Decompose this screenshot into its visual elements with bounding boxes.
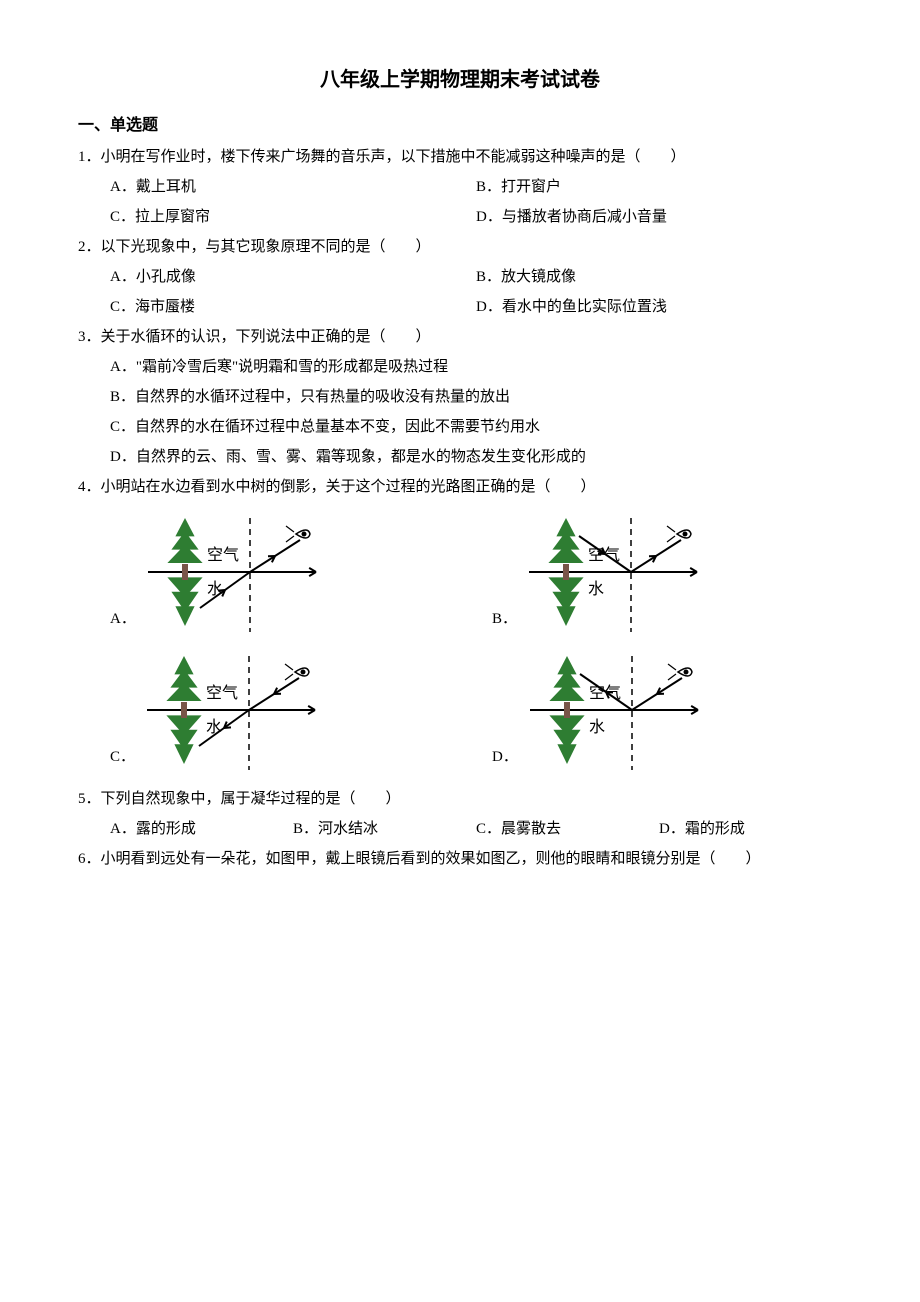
q2-stem: 2．以下光现象中，与其它现象原理不同的是（ ） <box>78 232 842 262</box>
q4-label-b: B． <box>492 604 517 634</box>
svg-text:水: 水 <box>207 580 223 598</box>
q3-opt-a: A．"霜前冷雪后寒"说明霜和雪的形成都是吸热过程 <box>78 352 842 382</box>
q2-opt-b: B．放大镜成像 <box>476 262 842 292</box>
q5-opt-c: C．晨雾散去 <box>476 814 659 844</box>
q5-opt-a: A．露的形成 <box>110 814 293 844</box>
q2-opt-d: D．看水中的鱼比实际位置浅 <box>476 292 842 322</box>
q4-diagram-d: 空气水 <box>522 648 702 778</box>
q6-stem: 6．小明看到远处有一朵花，如图甲，戴上眼镜后看到的效果如图乙，则他的眼睛和眼镜分… <box>78 844 842 874</box>
q1-stem: 1．小明在写作业时，楼下传来广场舞的音乐声，以下措施中不能减弱这种噪声的是（ ） <box>78 142 842 172</box>
svg-text:空气: 空气 <box>207 546 239 564</box>
svg-text:水: 水 <box>206 718 222 736</box>
q3-opt-c: C．自然界的水在循环过程中总量基本不变，因此不需要节约用水 <box>78 412 842 442</box>
q4-diagram-a: 空气水 <box>140 510 320 640</box>
q2-opt-a: A．小孔成像 <box>110 262 476 292</box>
q3-stem: 3．关于水循环的认识，下列说法中正确的是（ ） <box>78 322 842 352</box>
svg-text:水: 水 <box>588 580 604 598</box>
q1-opt-b: B．打开窗户 <box>476 172 842 202</box>
q1-opt-d: D．与播放者协商后减小音量 <box>476 202 842 232</box>
q4-label-c: C． <box>110 742 135 772</box>
q2-opt-c: C．海市蜃楼 <box>110 292 476 322</box>
q5-opt-d: D．霜的形成 <box>659 814 842 844</box>
q5-stem: 5．下列自然现象中，属于凝华过程的是（ ） <box>78 784 842 814</box>
q4-stem: 4．小明站在水边看到水中树的倒影，关于这个过程的光路图正确的是（ ） <box>78 472 842 502</box>
q4-diagram-c: 空气水 <box>139 648 319 778</box>
q3-opt-b: B．自然界的水循环过程中，只有热量的吸收没有热量的放出 <box>78 382 842 412</box>
page-title: 八年级上学期物理期末考试试卷 <box>78 60 842 100</box>
q3-opt-d: D．自然界的云、雨、雪、雾、霜等现象，都是水的物态发生变化形成的 <box>78 442 842 472</box>
q4-diagram-b: 空气水 <box>521 510 701 640</box>
section-heading: 一、单选题 <box>78 110 842 142</box>
q4-label-d: D． <box>492 742 518 772</box>
q1-opt-a: A．戴上耳机 <box>110 172 476 202</box>
svg-text:水: 水 <box>589 718 605 736</box>
q5-opt-b: B．河水结冰 <box>293 814 476 844</box>
svg-text:空气: 空气 <box>206 684 238 702</box>
q4-label-a: A． <box>110 604 136 634</box>
q1-opt-c: C．拉上厚窗帘 <box>110 202 476 232</box>
